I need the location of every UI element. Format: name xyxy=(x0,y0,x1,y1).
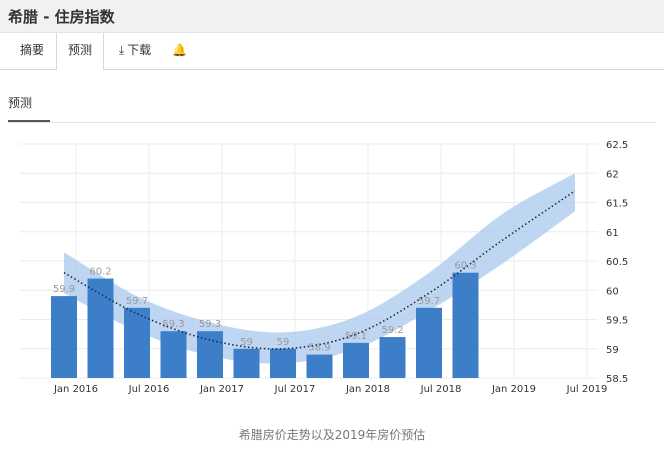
bar xyxy=(233,348,260,378)
y-tick-label: 61 xyxy=(606,228,619,239)
forecast-chart: 58.5 59 59.5 60 60.5 61 61.5 62 62.5 59.9 60.2 59.7… xyxy=(20,140,628,395)
tab-forecast[interactable]: 预测 xyxy=(56,33,104,70)
x-tick-label: Jul 2016 xyxy=(128,384,170,395)
tab-summary[interactable]: 摘要 xyxy=(8,33,56,69)
x-tick-label: Jan 2017 xyxy=(199,384,244,395)
x-tick-label: Jul 2017 xyxy=(274,384,316,395)
y-tick-label: 61.5 xyxy=(606,199,628,210)
x-tick-label: Jul 2018 xyxy=(420,384,462,395)
trend-line xyxy=(63,190,576,350)
bar xyxy=(416,307,442,378)
x-tick-label: Jul 2019 xyxy=(566,384,608,395)
download-icon: ⤓ xyxy=(118,43,125,57)
y-tick-label: 62 xyxy=(606,169,619,180)
data-label: 59.9 xyxy=(53,284,75,295)
subtab-forecast[interactable]: 预测 xyxy=(8,96,33,110)
data-label: 59 xyxy=(240,337,253,348)
y-tick-label: 59 xyxy=(606,345,619,356)
bell-icon: 🔔 xyxy=(172,43,187,57)
bar xyxy=(197,331,223,378)
y-tick-label: 60 xyxy=(606,286,619,297)
data-label: 59.7 xyxy=(126,296,148,307)
bar xyxy=(379,337,406,378)
title-bar: 希腊 - 住房指数 xyxy=(0,0,664,33)
y-tick-label: 60.5 xyxy=(606,257,628,268)
x-tick-label: Jan 2016 xyxy=(53,384,98,395)
data-label: 59 xyxy=(277,337,290,348)
data-label: 59.2 xyxy=(381,325,403,336)
bar xyxy=(343,342,369,378)
subtab-active-indicator xyxy=(8,120,50,122)
bar xyxy=(160,331,187,378)
divider xyxy=(8,122,656,123)
data-label: 59.7 xyxy=(418,296,440,307)
bar xyxy=(51,296,77,378)
tab-alerts[interactable]: 🔔 xyxy=(168,33,194,69)
confidence-band xyxy=(64,173,575,364)
data-label: 59.3 xyxy=(199,319,221,330)
tab-bar: 摘要 预测 ⤓ 下载 🔔 xyxy=(0,33,664,70)
bar xyxy=(306,354,333,378)
data-label: 59.1 xyxy=(345,331,367,342)
bar xyxy=(452,272,479,378)
bar xyxy=(124,307,150,378)
x-tick-label: Jan 2018 xyxy=(345,384,390,395)
bar xyxy=(87,278,114,378)
x-tick-label: Jan 2019 xyxy=(491,384,536,395)
y-tick-label: 59.5 xyxy=(606,316,628,327)
tab-download[interactable]: ⤓ 下载 xyxy=(106,33,164,69)
tab-summary-label: 摘要 xyxy=(19,43,44,57)
bar xyxy=(270,348,296,378)
data-label: 60.2 xyxy=(89,267,111,278)
page-title: 希腊 - 住房指数 xyxy=(8,8,115,26)
y-tick-label: 62.5 xyxy=(606,140,628,151)
tab-forecast-label: 预测 xyxy=(67,43,92,57)
figure-caption: 希腊房价走势以及2019年房价预估 xyxy=(238,428,426,442)
data-label: 58.9 xyxy=(308,343,330,354)
tab-download-label: 下载 xyxy=(127,43,152,57)
data-label: 60.3 xyxy=(454,261,476,272)
data-label: 59.3 xyxy=(162,319,184,330)
y-tick-label: 58.5 xyxy=(606,374,628,385)
